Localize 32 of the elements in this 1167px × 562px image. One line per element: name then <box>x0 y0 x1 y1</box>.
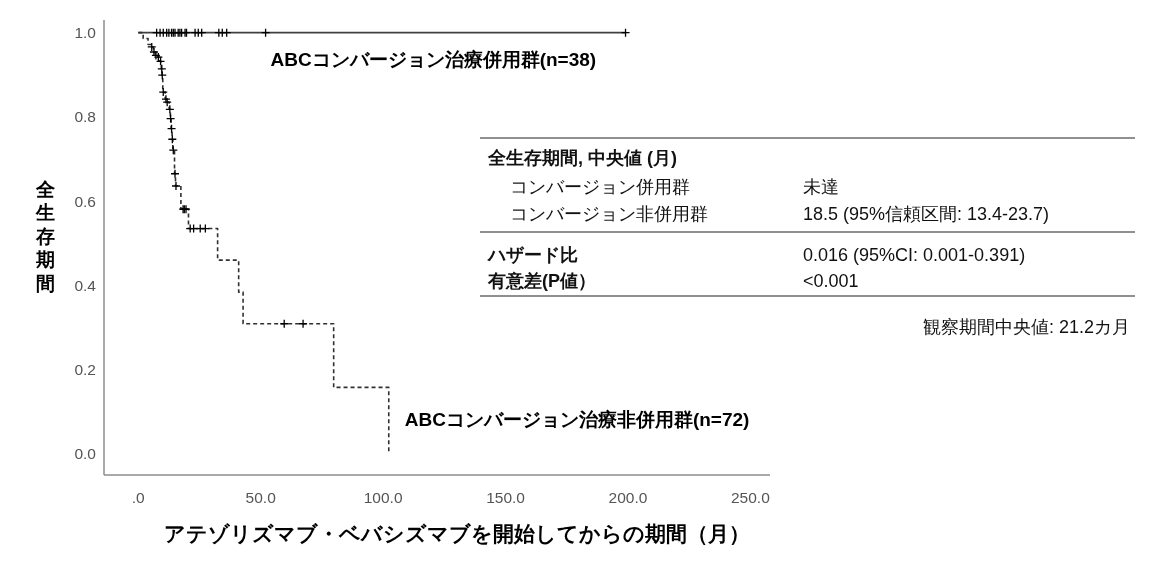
y-tick-label: 1.0 <box>74 24 97 42</box>
y-tick-label: 0.8 <box>74 108 96 126</box>
point <box>170 169 180 179</box>
text: <0.001 <box>803 271 859 291</box>
text: 18.5 (95%信頼区間: 13.4-23.7) <box>803 204 1050 224</box>
x-tick-label: .0 <box>131 489 146 506</box>
x-axis-title: アテゾリズマブ・ベバシズマブを開始してからの期間（月） <box>164 521 750 545</box>
text: 未達 <box>803 177 839 197</box>
x-tick-label: 250.0 <box>731 489 771 506</box>
annotation: ハザード比 <box>486 245 578 265</box>
x-tick-label: 150.0 <box>486 489 526 506</box>
y-tick-label: 0.4 <box>74 276 97 294</box>
series-label: ABCコンバージョン治療非併用群(n=72) <box>404 409 750 431</box>
x-tick-label: 50.0 <box>245 489 277 506</box>
x-tick-label: 100.0 <box>363 489 403 506</box>
text: 0.016 (95%CI: 0.001-0.391) <box>803 245 1026 265</box>
y-tick-label: 0.2 <box>74 361 96 379</box>
point <box>157 64 167 74</box>
annotation: コンバージョン非併用群 <box>510 204 708 224</box>
x-tick-label: 200.0 <box>608 489 648 506</box>
text: 観察期間中央値: 21.2カ月 <box>922 317 1130 337</box>
y-axis-title: 全生存期間 <box>34 178 56 293</box>
annotation: 有意差(P値） <box>487 271 596 291</box>
y-tick-label: 0.6 <box>74 192 96 210</box>
point <box>298 319 308 329</box>
annotation: 全生存期間, 中央値 (月) <box>487 148 677 168</box>
y-tick-label: 0.0 <box>74 445 97 463</box>
point <box>165 104 175 114</box>
series-label: ABCコンバージョン治療併用群(n=38) <box>270 49 597 71</box>
point <box>171 181 181 191</box>
point <box>158 87 168 97</box>
annotation: コンバージョン併用群 <box>510 177 690 197</box>
